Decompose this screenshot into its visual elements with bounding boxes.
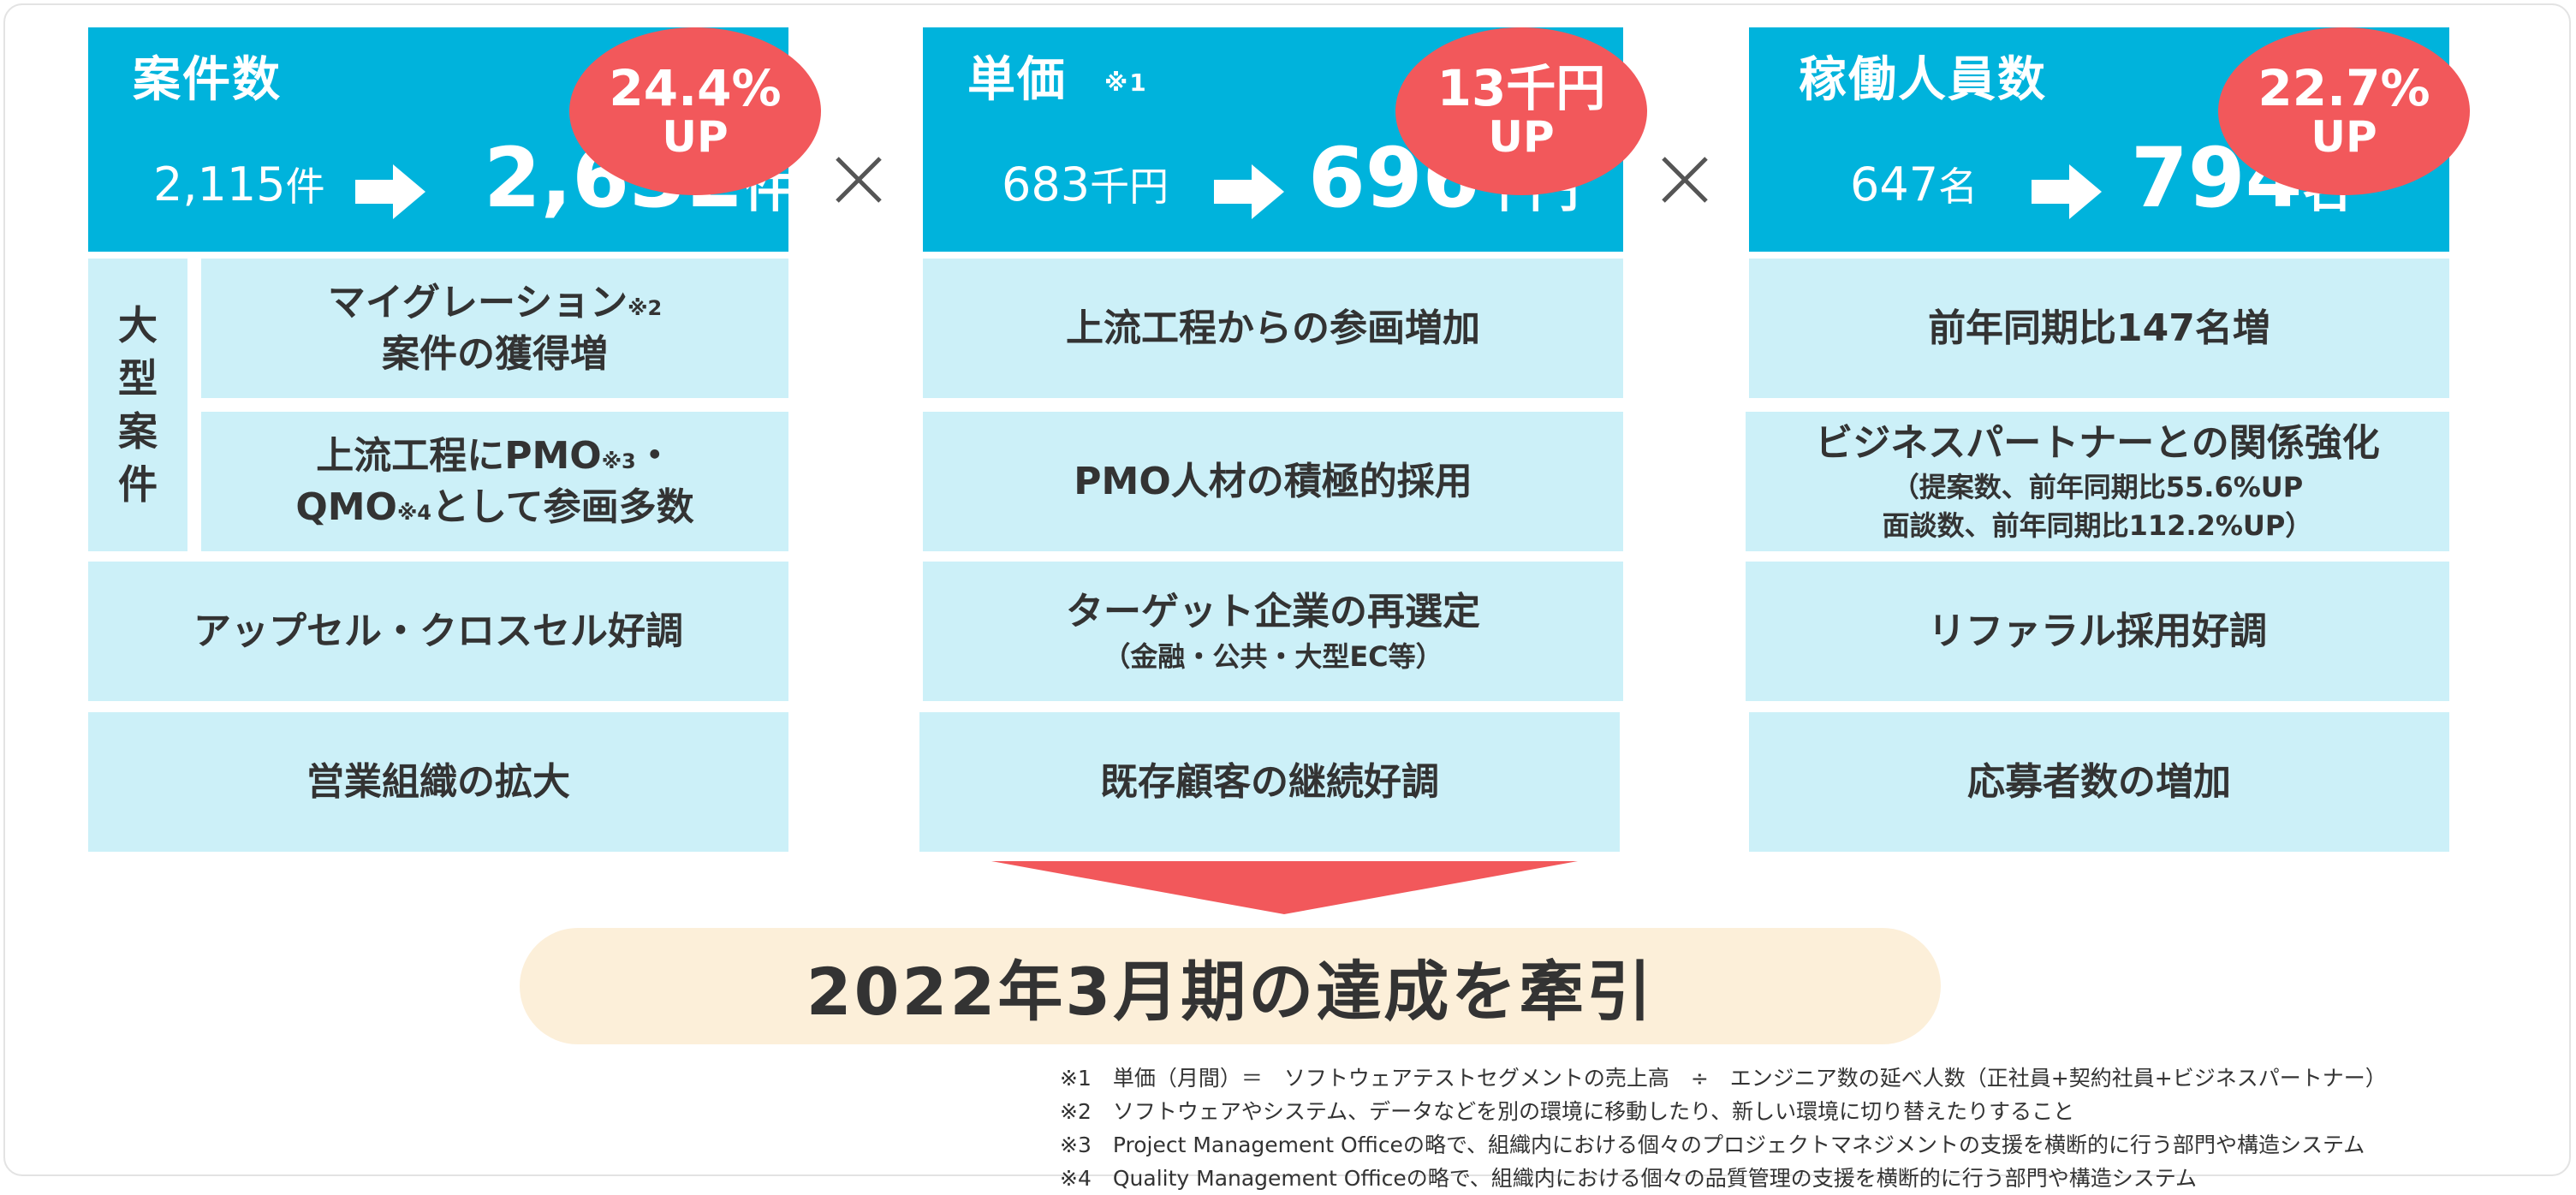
right-arrow-icon <box>2032 164 2102 219</box>
right-arrow-icon <box>1214 164 1284 219</box>
factor-upstream: 上流工程からの参画増加 <box>923 259 1623 398</box>
factor-headcount-increase: 前年同期比147名増 <box>1749 259 2449 398</box>
large-project-label: 大 型 案 件 <box>88 259 187 551</box>
right-arrow-icon <box>355 164 425 219</box>
result-banner: 2022年3月期の達成を牽引 <box>520 928 1941 1044</box>
footnote-2: ※2 ソフトウェアやシステム、データなどを別の環境に移動したり、新しい環境に切り… <box>1060 1099 2075 1124</box>
footnote-4: ※4 Quality Management Officeの略で、組織内における個… <box>1060 1166 2197 1191</box>
factor-referral: リファラル採用好調 <box>1746 562 2449 701</box>
down-arrow-icon <box>991 861 1578 914</box>
growth-badge: 24.4% UP <box>569 27 821 195</box>
factor-migration: マイグレーション※2 案件の獲得増 <box>201 259 788 398</box>
growth-badge: 22.7% UP <box>2218 27 2470 195</box>
footnote-1: ※1 単価（月間）＝ ソフトウェアテストセグメントの売上高 ÷ エンジニア数の延… <box>1060 1066 2387 1091</box>
multiply-icon <box>836 157 882 203</box>
header-title: 単価 ※1 <box>967 52 1148 108</box>
factor-applicants: 応募者数の増加 <box>1749 712 2449 852</box>
from-value: 647名 <box>1850 158 1978 211</box>
multiply-icon <box>1662 157 1708 203</box>
footnotes: ※1 単価（月間）＝ ソフトウェアテストセグメントの売上高 ÷ エンジニア数の延… <box>1060 1061 2567 1195</box>
growth-badge: 13千円 UP <box>1395 27 1647 195</box>
factor-upsell: アップセル・クロスセル好調 <box>88 562 788 701</box>
header-title: 案件数 <box>133 52 282 108</box>
factor-partner-relations: ビジネスパートナーとの関係強化 （提案数、前年同期比55.6%UP 面談数、前年… <box>1746 412 2449 551</box>
factor-pmo-qmo: 上流工程にPMO※3・ QMO※4として参画多数 <box>201 412 788 551</box>
header-title: 稼働人員数 <box>1799 52 2047 108</box>
factor-pmo-hiring: PMO人材の積極的採用 <box>923 412 1623 551</box>
from-value: 683千円 <box>1002 158 1169 211</box>
from-value: 2,115件 <box>153 158 325 211</box>
factor-target-reselection: ターゲット企業の再選定 （金融・公共・大型EC等） <box>923 562 1623 701</box>
factor-existing-clients: 既存顧客の継続好調 <box>919 712 1620 852</box>
factor-sales-org: 営業組織の拡大 <box>88 712 788 852</box>
footnote-3: ※3 Project Management Officeの略で、組織内における個… <box>1060 1133 2365 1157</box>
slide-frame <box>3 3 2571 1176</box>
